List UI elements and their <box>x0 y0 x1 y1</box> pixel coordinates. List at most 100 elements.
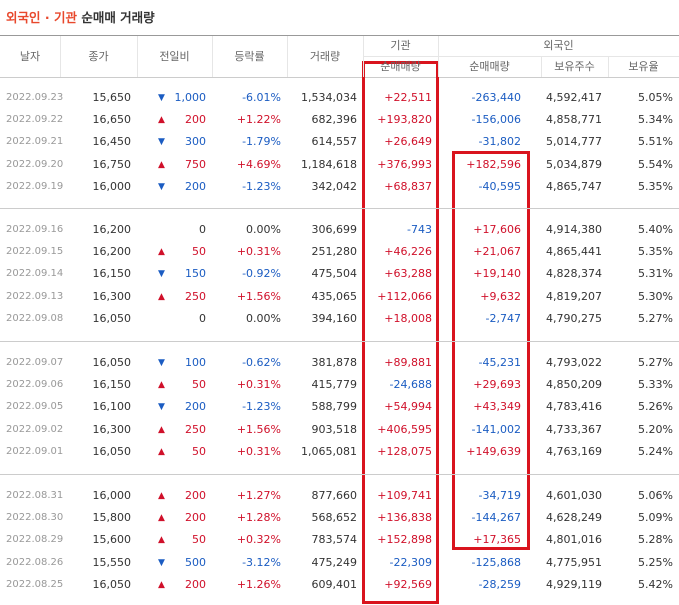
change-arrow: ▲ <box>158 535 165 546</box>
close-price: 16,050 <box>92 311 132 325</box>
holdings: 4,819,207 <box>546 289 602 303</box>
title-rest: 순매매 거래량 <box>81 10 155 25</box>
holding-ratio: 5.35% <box>638 245 673 259</box>
foreign-net: +182,596 <box>466 157 521 171</box>
inst-net: -24,688 <box>389 378 432 392</box>
inst-net: +54,994 <box>384 400 432 414</box>
close-price: 16,150 <box>92 378 132 392</box>
volume: 877,660 <box>311 489 358 502</box>
holding-ratio: 5.51% <box>638 135 673 149</box>
volume: 394,160 <box>311 311 358 325</box>
close-price: 16,450 <box>92 135 132 149</box>
foreign-net: -263,440 <box>471 91 521 104</box>
change-rate: +0.31% <box>236 444 281 458</box>
column-header: 날자 <box>19 50 41 63</box>
change-rate: 0.00% <box>246 311 281 325</box>
volume: 568,652 <box>311 511 358 525</box>
close-price: 16,200 <box>92 245 132 259</box>
sub-header: 보유주수 <box>554 60 595 73</box>
header-divider <box>60 36 61 77</box>
inst-net: +128,075 <box>377 444 432 458</box>
date: 2022.09.05 <box>6 401 64 413</box>
change-arrow: ▲ <box>158 247 165 258</box>
change: 200 <box>185 577 206 591</box>
date: 2022.09.02 <box>6 423 64 435</box>
foreign-net: +17,606 <box>473 223 521 236</box>
foreign-net: +149,639 <box>466 444 521 458</box>
change: 250 <box>185 289 206 303</box>
holdings: 4,601,030 <box>546 489 602 502</box>
change-arrow: ▼ <box>158 93 165 103</box>
close-price: 15,800 <box>92 511 132 525</box>
header-divider <box>363 36 364 77</box>
holdings: 4,793,022 <box>546 356 602 369</box>
close-price: 16,100 <box>92 400 132 414</box>
change: 200 <box>185 489 206 502</box>
change-arrow: ▼ <box>158 358 165 368</box>
holding-ratio: 5.27% <box>638 311 673 325</box>
sub-header: 순매매량 <box>380 60 421 73</box>
column-header: 전일비 <box>159 50 190 63</box>
holdings: 4,775,951 <box>546 555 602 569</box>
title-highlight: 외국인 · 기관 <box>6 10 77 25</box>
close-price: 16,650 <box>92 113 132 127</box>
change: 250 <box>185 422 206 436</box>
inst-net: +112,066 <box>377 289 432 303</box>
change: 50 <box>192 444 206 458</box>
change-rate: -0.92% <box>242 267 281 281</box>
inst-net: +406,595 <box>377 422 432 436</box>
holding-ratio: 5.34% <box>638 113 673 127</box>
date: 2022.08.26 <box>6 556 64 568</box>
change-rate: +1.26% <box>236 577 281 591</box>
holding-ratio: 5.33% <box>638 378 673 392</box>
change-rate: -1.79% <box>242 135 281 149</box>
change-rate: -6.01% <box>242 91 281 104</box>
change-arrow: ▲ <box>158 491 165 501</box>
holding-ratio: 5.05% <box>638 91 673 104</box>
change: 150 <box>185 267 206 281</box>
sub-header: 순매매량 <box>469 60 510 73</box>
inst-net: +26,649 <box>384 135 432 149</box>
volume: 682,396 <box>311 113 358 127</box>
change-arrow: ▲ <box>158 579 165 590</box>
holdings: 4,763,169 <box>546 444 602 458</box>
date: 2022.08.29 <box>6 534 64 546</box>
volume: 475,249 <box>311 555 358 569</box>
holdings: 4,929,119 <box>546 577 602 591</box>
change-arrow: ▼ <box>158 137 165 148</box>
close-price: 16,000 <box>92 179 132 193</box>
change: 200 <box>185 179 206 193</box>
date: 2022.08.30 <box>6 512 64 524</box>
header-divider <box>137 36 138 77</box>
change: 50 <box>192 533 206 547</box>
inst-net: +193,820 <box>377 113 432 127</box>
change-rate: +1.28% <box>236 511 281 525</box>
change: 200 <box>185 113 206 127</box>
group-separator <box>0 341 679 342</box>
group-header: 외국인 <box>543 39 574 52</box>
close-price: 16,300 <box>92 422 132 436</box>
change-rate: +0.31% <box>236 245 281 259</box>
header-divider <box>608 57 609 77</box>
close-price: 16,000 <box>92 489 132 502</box>
change: 100 <box>185 356 206 369</box>
change-arrow: ▼ <box>158 402 165 413</box>
date: 2022.09.21 <box>6 136 64 148</box>
change-rate: +0.32% <box>236 533 281 547</box>
change-arrow: ▲ <box>158 159 165 170</box>
change-rate: -1.23% <box>242 179 281 193</box>
inst-net: +63,288 <box>384 267 432 281</box>
date: 2022.09.23 <box>6 92 64 103</box>
change-arrow: ▲ <box>158 380 165 391</box>
change: 1,000 <box>174 91 207 104</box>
inst-net: +89,881 <box>384 356 432 369</box>
holdings: 4,850,209 <box>546 378 602 392</box>
volume: 342,042 <box>311 179 358 193</box>
change-arrow: ▲ <box>158 424 165 435</box>
foreign-net: +19,140 <box>473 267 521 281</box>
holdings: 4,592,417 <box>546 91 602 104</box>
date: 2022.09.19 <box>6 180 64 192</box>
holdings: 4,828,374 <box>546 267 602 281</box>
header-divider <box>541 57 542 77</box>
